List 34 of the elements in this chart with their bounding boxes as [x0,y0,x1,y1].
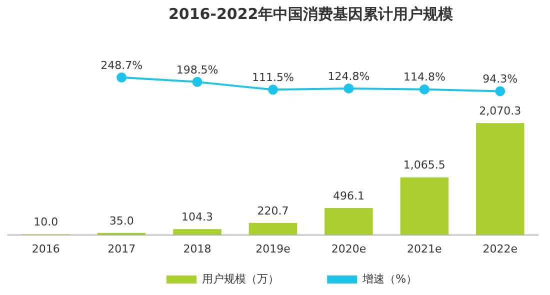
data-label: 114.8% [403,70,446,84]
data-label: 2,070.3 [479,104,522,118]
chart-title: 2016-2022年中国消费基因累计用户规模 [168,4,454,23]
data-label: 10.0 [34,216,58,229]
data-label: 35.0 [109,214,134,228]
legend-label: 增速（%） [362,272,418,286]
point [192,76,202,87]
point [419,84,430,94]
data-label: 248.7% [100,58,143,72]
data-label: 124.8% [328,70,370,83]
data-label: 198.5% [176,63,218,76]
data-label: 1,065.5 [403,158,446,172]
bar [173,229,222,235]
x-tick-label: 2020e [331,242,366,256]
x-tick-label: 2022e [482,242,518,256]
bar [324,208,373,235]
point [344,83,354,94]
data-label: 111.5% [252,71,294,84]
x-tick-label: 2017 [108,242,136,256]
point [116,72,127,82]
x-tick-label: 2019e [256,242,291,256]
legend-label: 用户规模（万） [202,272,280,286]
data-label: 104.3 [182,210,214,224]
data-label: 94.3% [482,72,518,86]
data-label: 220.7 [257,204,289,218]
x-tick-label: 2016 [32,242,60,256]
x-tick-label: 2021e [407,242,442,256]
bar [248,222,298,235]
point [268,84,278,95]
point [495,86,506,96]
bar [476,123,524,235]
data-label: 496.1 [332,189,364,202]
bar [400,177,449,235]
x-tick-label: 2018 [183,242,212,256]
